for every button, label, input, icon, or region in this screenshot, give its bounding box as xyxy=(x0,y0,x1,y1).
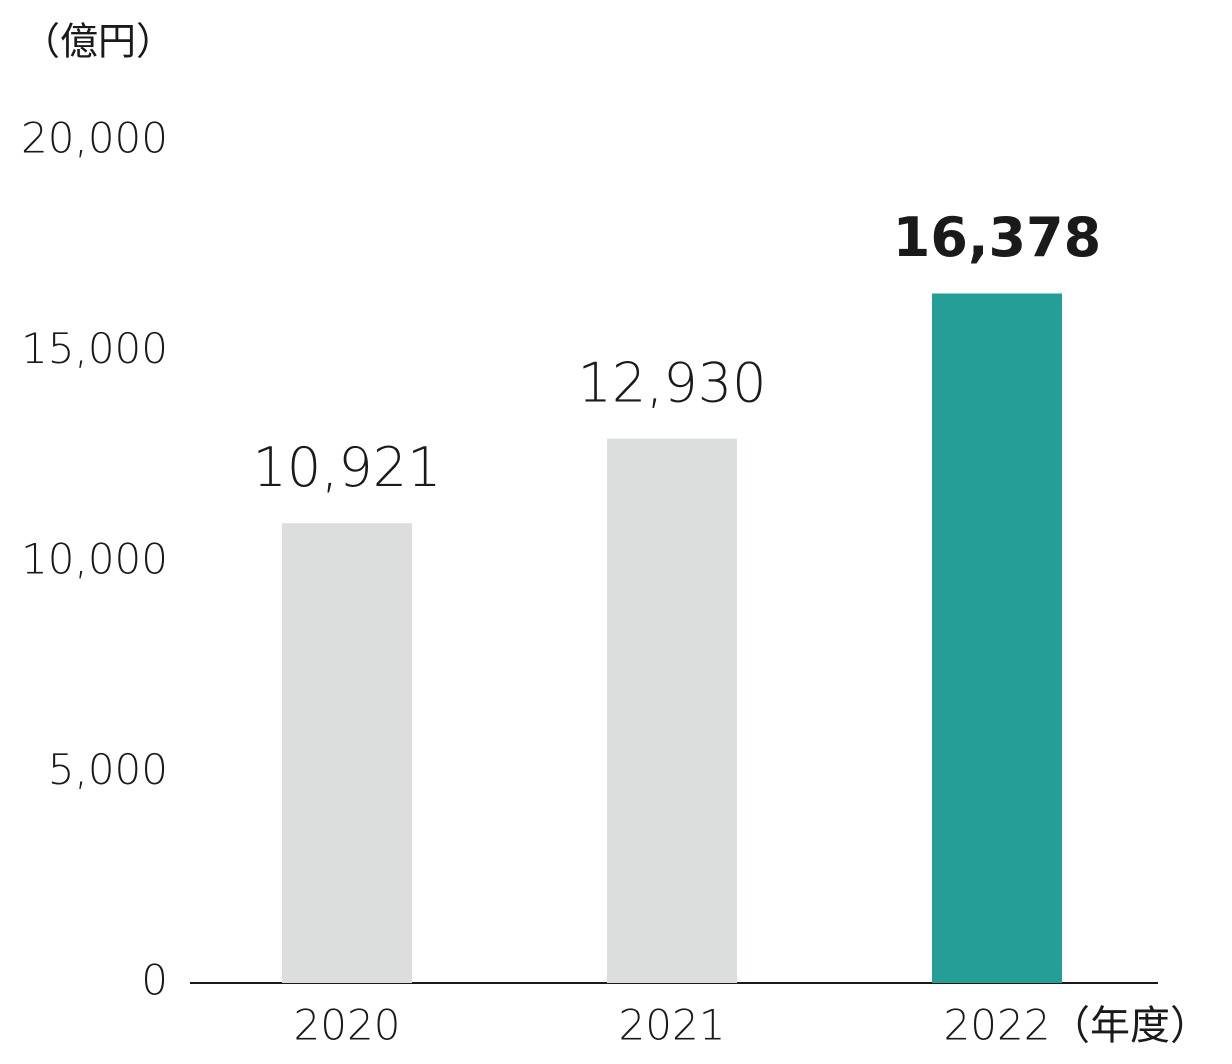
bar xyxy=(282,523,412,983)
bar xyxy=(607,438,737,984)
y-tick-label: 10,000 xyxy=(21,535,168,584)
value-label: 12,930 xyxy=(578,351,767,414)
x-axis-label: （年度） xyxy=(1050,1003,1210,1049)
y-tick-label: 5,000 xyxy=(48,745,168,794)
value-label: 16,378 xyxy=(893,206,1101,269)
value-label: 10,921 xyxy=(253,436,442,499)
y-axis-label: （億円） xyxy=(22,20,174,64)
bar xyxy=(932,293,1062,983)
x-tick-label: 2021 xyxy=(619,1001,726,1050)
y-tick-label: 15,000 xyxy=(21,324,168,373)
y-tick-label: 20,000 xyxy=(21,114,168,163)
x-tick-label: 2022 xyxy=(944,1001,1051,1050)
x-tick-label: 2020 xyxy=(294,1001,401,1050)
y-tick-label: 0 xyxy=(141,956,168,1005)
